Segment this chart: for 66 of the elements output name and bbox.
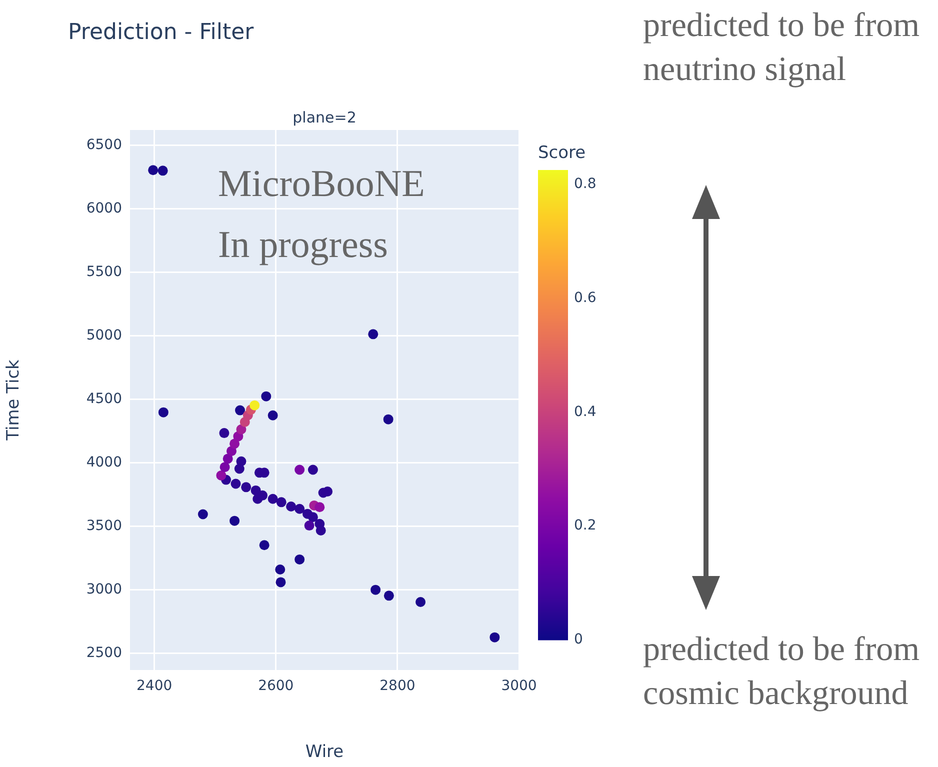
x-tick-label: 2800 <box>380 678 416 694</box>
point <box>219 428 230 438</box>
point <box>370 584 381 595</box>
color-bar-title: Score <box>538 142 586 163</box>
y-tick-label: 6000 <box>86 200 122 216</box>
x-tick-label: 2600 <box>258 678 294 694</box>
point <box>383 414 394 424</box>
y-tick-label: 2500 <box>86 645 122 662</box>
point <box>314 502 325 512</box>
point <box>276 577 286 588</box>
point <box>230 516 240 526</box>
point <box>222 454 233 464</box>
color-bar-label: 0.6 <box>574 290 596 306</box>
y-tick-label: 4500 <box>86 391 122 408</box>
point <box>235 405 246 416</box>
y-tick-label: 5500 <box>86 264 122 280</box>
point <box>416 597 426 608</box>
point <box>268 494 278 504</box>
y-tick-label: 6500 <box>86 136 122 153</box>
point <box>384 590 394 601</box>
point <box>304 520 314 531</box>
point <box>368 329 378 340</box>
point <box>241 482 252 492</box>
point <box>286 501 296 512</box>
point <box>234 464 244 474</box>
point <box>230 478 241 489</box>
color-bar-label: 0 <box>574 632 583 648</box>
point <box>490 632 500 642</box>
text: predicted to be from neutrino signal <box>643 6 921 90</box>
color-bar-label: 0.2 <box>574 518 596 534</box>
point <box>294 504 305 514</box>
y-tick-label: 5000 <box>86 327 122 344</box>
x-axis-title: Wire <box>305 742 344 762</box>
point <box>275 564 286 574</box>
point <box>158 407 168 418</box>
point <box>230 438 240 449</box>
chart-title: Prediction - Filter <box>68 20 254 45</box>
annotation: In progress <box>218 224 388 266</box>
y-tick-label: 3500 <box>86 518 122 534</box>
point <box>258 490 268 500</box>
point <box>158 166 168 176</box>
color-bar-label: 0.8 <box>574 176 596 192</box>
point <box>259 540 270 550</box>
text: predicted to be from cosmic background <box>643 630 921 714</box>
point <box>261 391 272 402</box>
point <box>250 400 260 410</box>
point <box>198 509 208 520</box>
point <box>276 497 286 508</box>
x-tick-label: 3000 <box>501 678 537 694</box>
point <box>318 488 328 498</box>
point <box>294 554 305 564</box>
point <box>294 464 305 475</box>
y-axis-title: Time Tick <box>4 359 24 442</box>
annotation: MicroBooNE <box>218 163 425 205</box>
y-tick-label: 3000 <box>86 582 122 598</box>
point <box>316 525 326 536</box>
point <box>216 470 226 480</box>
y-tick-label: 4000 <box>86 454 122 471</box>
point <box>268 410 278 420</box>
x-tick-label: 2400 <box>136 678 172 694</box>
point <box>308 512 318 522</box>
chart-subtitle: plane=2 <box>292 108 356 126</box>
color-bar-label: 0.4 <box>574 404 596 420</box>
point <box>148 165 158 176</box>
point <box>308 464 318 475</box>
point <box>220 462 230 472</box>
